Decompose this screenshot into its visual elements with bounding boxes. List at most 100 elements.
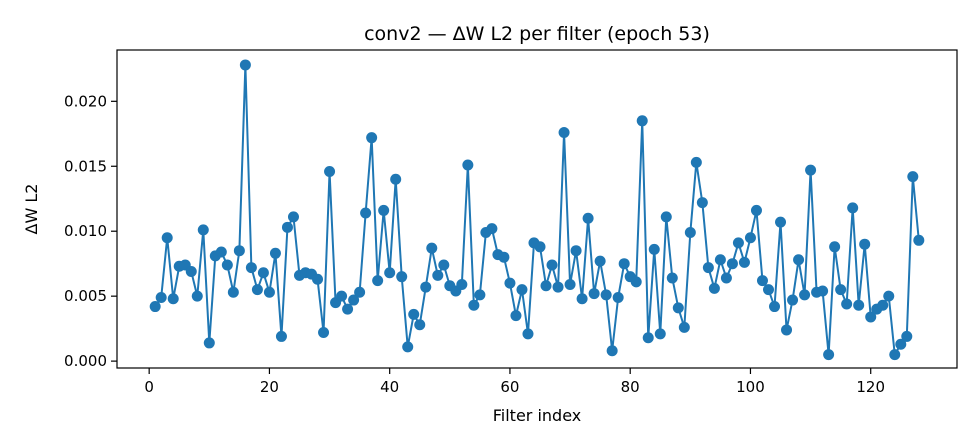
data-point (696, 197, 708, 209)
data-point (901, 330, 913, 342)
data-point (149, 301, 161, 313)
data-point (853, 299, 865, 311)
data-point (582, 212, 594, 224)
plot-area (117, 50, 957, 368)
data-point (720, 272, 732, 284)
y-tick-label: 0.015 (64, 157, 107, 175)
data-point (233, 245, 245, 257)
data-point (360, 207, 372, 219)
data-point (835, 284, 847, 296)
data-point (534, 241, 546, 253)
data-point (312, 273, 324, 285)
data-point (600, 289, 612, 301)
data-point (913, 234, 925, 246)
series-layer (149, 59, 925, 361)
data-point (769, 301, 781, 313)
data-point (805, 164, 817, 176)
data-point (859, 238, 871, 250)
data-point (750, 204, 762, 216)
data-point (438, 259, 450, 271)
data-point (787, 294, 799, 306)
data-point (215, 246, 227, 258)
data-point (420, 281, 432, 293)
data-point (618, 258, 630, 270)
data-point (245, 262, 257, 274)
x-tick-label: 120 (856, 378, 885, 396)
plot-frame (116, 49, 958, 369)
data-point (522, 328, 534, 340)
data-point (414, 319, 426, 331)
data-point (576, 293, 588, 305)
data-point (251, 284, 263, 296)
data-point (263, 286, 275, 298)
data-point (281, 221, 293, 233)
data-point (666, 272, 678, 284)
data-point (708, 282, 720, 294)
data-point (564, 278, 576, 290)
data-point (660, 211, 672, 223)
x-axis-label: Filter index (493, 406, 581, 425)
y-axis-label: ΔW L2 (22, 184, 41, 235)
x-tick-label: 60 (500, 378, 519, 396)
x-tick-label: 40 (380, 378, 399, 396)
data-point (865, 311, 877, 323)
data-point (883, 290, 895, 302)
data-point (336, 290, 348, 302)
data-point (402, 341, 414, 353)
data-point (378, 204, 390, 216)
data-point (642, 332, 654, 344)
data-point (648, 243, 660, 255)
data-point (191, 290, 203, 302)
data-point (841, 298, 853, 310)
data-point (799, 289, 811, 301)
data-point (161, 232, 173, 244)
data-point (456, 278, 468, 290)
y-tick-label: 0.020 (64, 92, 107, 110)
data-point (287, 211, 299, 223)
ticks-layer: 0 20 40 60 80 100 120 0.000 0.005 0.010 0.015 0.020 (64, 92, 885, 396)
data-point (342, 303, 354, 315)
data-point (847, 202, 859, 214)
data-point (167, 293, 179, 305)
x-tick-label: 100 (736, 378, 765, 396)
data-point (516, 284, 528, 296)
y-tick-label: 0.000 (64, 352, 107, 370)
data-point (318, 327, 330, 339)
data-point (498, 251, 510, 263)
data-point (690, 156, 702, 168)
data-point (185, 265, 197, 277)
data-point (654, 328, 666, 340)
data-point (732, 237, 744, 249)
data-point (907, 171, 919, 183)
data-point (432, 269, 444, 281)
data-point (763, 284, 774, 296)
data-point (203, 337, 215, 349)
data-point (594, 255, 606, 267)
data-point (823, 349, 835, 361)
data-point (275, 330, 287, 342)
y-tick-label: 0.005 (64, 287, 107, 305)
data-point (630, 276, 642, 288)
y-tick-label: 0.010 (64, 222, 107, 240)
data-point (426, 242, 438, 254)
data-point (486, 223, 498, 235)
data-point (366, 132, 378, 144)
data-point (678, 321, 690, 333)
data-point (570, 245, 582, 257)
data-point (221, 259, 233, 271)
data-point (606, 345, 618, 357)
data-point (546, 259, 558, 271)
data-point (396, 271, 408, 283)
data-point (793, 254, 805, 266)
data-point (672, 302, 684, 314)
data-point (239, 59, 251, 71)
data-point (829, 241, 841, 253)
data-point (612, 291, 624, 303)
data-point (684, 227, 696, 239)
data-point (468, 299, 480, 311)
data-point (348, 294, 360, 306)
data-point (588, 288, 600, 300)
x-tick-label: 80 (621, 378, 640, 396)
data-point (384, 267, 396, 279)
